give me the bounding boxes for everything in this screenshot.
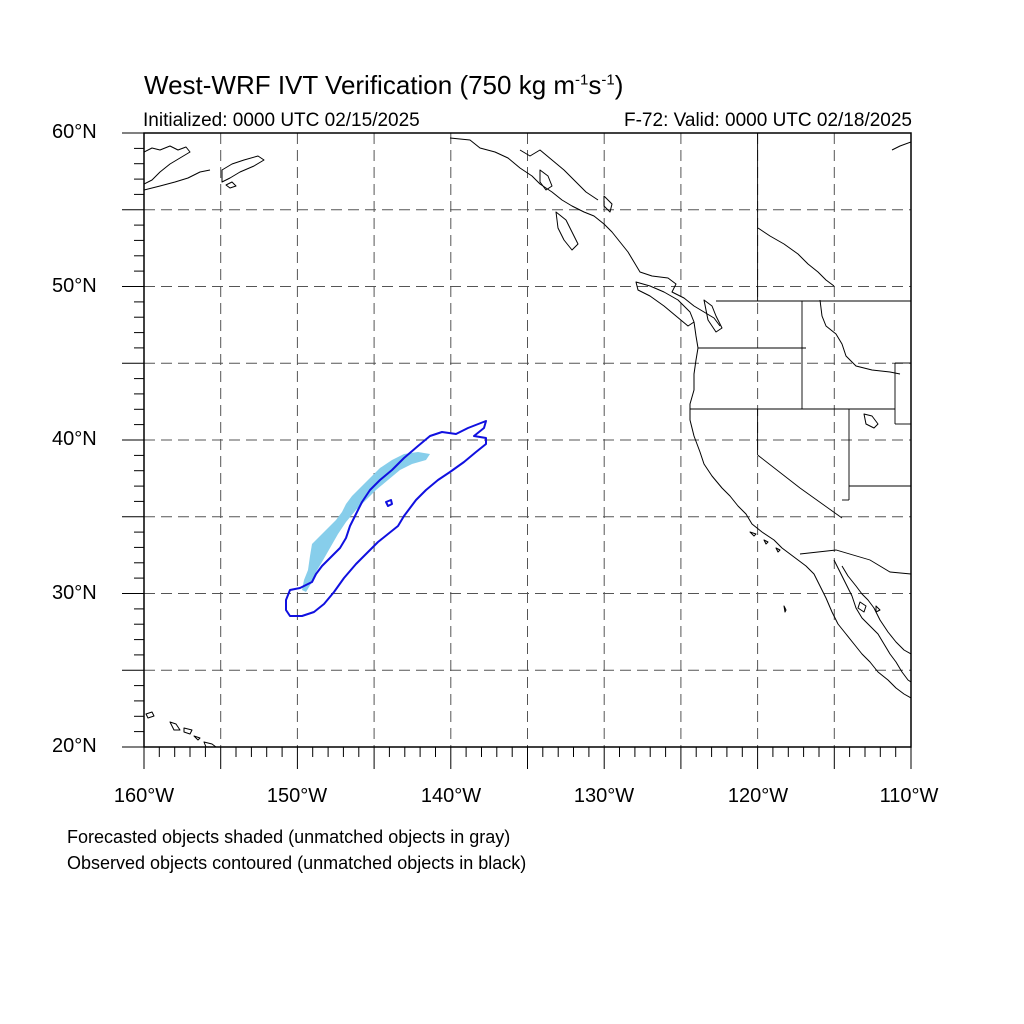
lat-label-30: 30°N <box>52 582 97 604</box>
chart-title: West-WRF IVT Verification (750 kg m-1s-1… <box>144 70 624 100</box>
lon-label-110w: 110°W <box>879 785 939 807</box>
lon-label-120w: 120°W <box>727 785 789 807</box>
observed-ivt-contour <box>285 420 487 617</box>
lat-label-50: 50°N <box>52 275 97 297</box>
lon-label-140w: 140°W <box>420 785 482 807</box>
axis-ticks <box>122 132 912 769</box>
political-boundaries <box>690 133 911 575</box>
lat-label-40: 40°N <box>52 428 97 450</box>
valid-time: F-72: Valid: 0000 UTC 02/18/2025 <box>624 110 912 131</box>
lat-label-20: 20°N <box>52 735 97 757</box>
initialized-time: Initialized: 0000 UTC 02/15/2025 <box>143 110 420 131</box>
lon-label-160w: 160°W <box>113 785 175 807</box>
forecast-ivt-object <box>302 452 430 592</box>
grid-lines <box>144 133 911 747</box>
coastlines <box>144 137 911 747</box>
legend-observed-note: Observed objects contoured (unmatched ob… <box>67 853 527 873</box>
lon-label-150w: 150°W <box>266 785 328 807</box>
lat-label-60: 60°N <box>52 121 97 143</box>
legend-forecast-note: Forecasted objects shaded (unmatched obj… <box>67 827 511 847</box>
lon-label-130w: 130°W <box>573 785 635 807</box>
